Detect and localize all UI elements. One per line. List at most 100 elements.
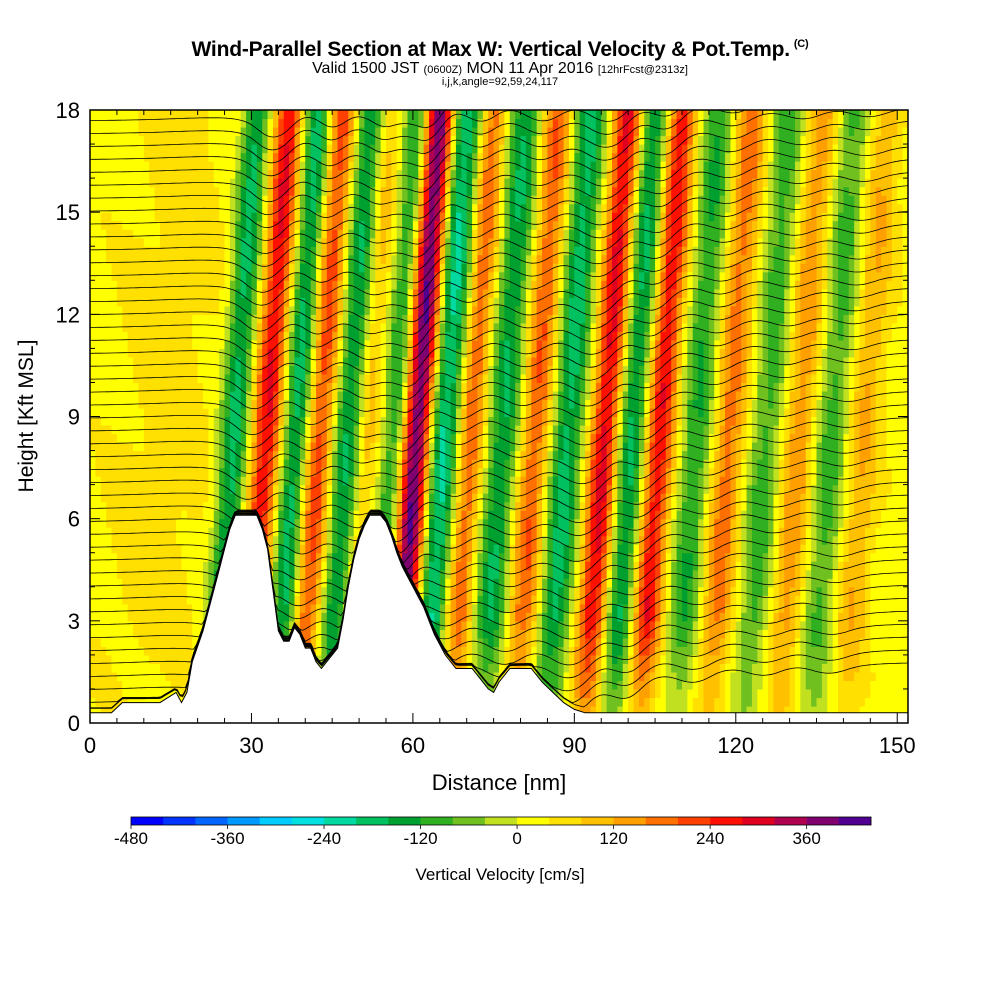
velocity-cell: [272, 390, 279, 401]
velocity-cell: [434, 254, 441, 264]
velocity-cell: [375, 178, 382, 188]
velocity-cell: [240, 442, 247, 452]
velocity-cell: [208, 356, 215, 367]
velocity-cell: [256, 390, 263, 401]
velocity-cell: [321, 425, 328, 435]
velocity-cell: [111, 237, 118, 247]
velocity-cell: [337, 510, 344, 520]
velocity-cell: [418, 586, 425, 596]
velocity-cell: [95, 365, 102, 375]
velocity-cell: [111, 365, 118, 375]
velocity-cell: [385, 254, 392, 264]
velocity-cell: [154, 110, 161, 120]
velocity-cell: [235, 280, 242, 290]
velocity-cell: [100, 586, 107, 596]
velocity-cell: [256, 314, 263, 324]
velocity-cell: [434, 348, 441, 358]
velocity-cell: [256, 152, 263, 162]
velocity-cell: [412, 390, 419, 401]
velocity-cell: [310, 348, 317, 358]
velocity-cell: [337, 450, 344, 460]
velocity-cell: [95, 229, 102, 239]
velocity-cell: [455, 561, 462, 571]
velocity-cell: [412, 135, 419, 145]
velocity-cell: [402, 484, 409, 494]
velocity-cell: [138, 671, 145, 682]
velocity-cell: [272, 169, 279, 179]
velocity-cell: [197, 110, 204, 120]
velocity-cell: [176, 637, 183, 647]
velocity-cell: [229, 212, 236, 222]
velocity-cell: [235, 178, 242, 188]
velocity-cell: [159, 493, 166, 503]
velocity-cell: [203, 595, 209, 605]
velocity-cell: [310, 118, 317, 128]
velocity-cell: [111, 654, 118, 664]
velocity-cell: [106, 705, 113, 716]
velocity-cell: [229, 373, 236, 384]
velocity-cell: [116, 484, 123, 494]
velocity-cell: [353, 195, 360, 205]
velocity-cell: [240, 331, 247, 341]
velocity-cell: [423, 220, 430, 230]
velocity-cell: [197, 331, 204, 341]
velocity-cell: [402, 195, 409, 205]
velocity-cell: [278, 442, 285, 452]
velocity-cell: [396, 339, 403, 349]
velocity-cell: [186, 603, 193, 613]
velocity-cell: [159, 203, 166, 213]
velocity-cell: [369, 314, 376, 324]
velocity-cell: [208, 305, 215, 315]
velocity-cell: [127, 561, 134, 571]
velocity-cell: [100, 663, 107, 673]
velocity-cell: [95, 518, 102, 528]
velocity-cell: [332, 348, 339, 358]
velocity-cell: [122, 186, 129, 196]
velocity-cell: [106, 212, 113, 222]
velocity-cell: [251, 229, 258, 239]
velocity-cell: [181, 314, 188, 324]
velocity-cell: [122, 680, 129, 690]
velocity-cell: [133, 271, 140, 281]
velocity-cell: [407, 220, 414, 230]
velocity-cell: [181, 280, 188, 290]
velocity-cell: [385, 237, 392, 247]
velocity-cell: [176, 195, 183, 205]
velocity-cell: [90, 356, 96, 367]
velocity-cell: [364, 425, 371, 435]
velocity-cell: [385, 203, 392, 213]
velocity-cell: [385, 152, 392, 162]
velocity-cell: [229, 118, 236, 128]
velocity-cell: [332, 629, 339, 639]
velocity-cell: [111, 195, 118, 205]
velocity-cell: [176, 484, 183, 494]
velocity-cell: [337, 186, 344, 196]
velocity-cell: [176, 552, 183, 562]
velocity-cell: [294, 407, 301, 418]
velocity-cell: [122, 637, 129, 647]
velocity-cell: [154, 280, 161, 290]
velocity-cell: [294, 246, 301, 256]
velocity-cell: [316, 331, 323, 341]
velocity-cell: [122, 629, 129, 639]
velocity-cell: [122, 356, 129, 367]
velocity-cell: [251, 246, 258, 256]
velocity-cell: [445, 484, 452, 494]
velocity-cell: [251, 314, 258, 324]
velocity-cell: [176, 118, 183, 128]
velocity-cell: [348, 178, 355, 188]
velocity-cell: [278, 467, 285, 477]
velocity-cell: [332, 229, 339, 239]
velocity-cell: [348, 314, 355, 324]
velocity-cell: [208, 110, 215, 120]
velocity-cell: [133, 314, 140, 324]
velocity-cell: [90, 280, 96, 290]
velocity-cell: [305, 135, 312, 145]
velocity-cell: [262, 518, 269, 528]
velocity-cell: [143, 595, 150, 605]
velocity-cell: [326, 118, 333, 128]
velocity-cell: [375, 127, 382, 137]
velocity-cell: [375, 339, 382, 349]
velocity-cell: [380, 220, 387, 230]
velocity-cell: [407, 552, 414, 562]
